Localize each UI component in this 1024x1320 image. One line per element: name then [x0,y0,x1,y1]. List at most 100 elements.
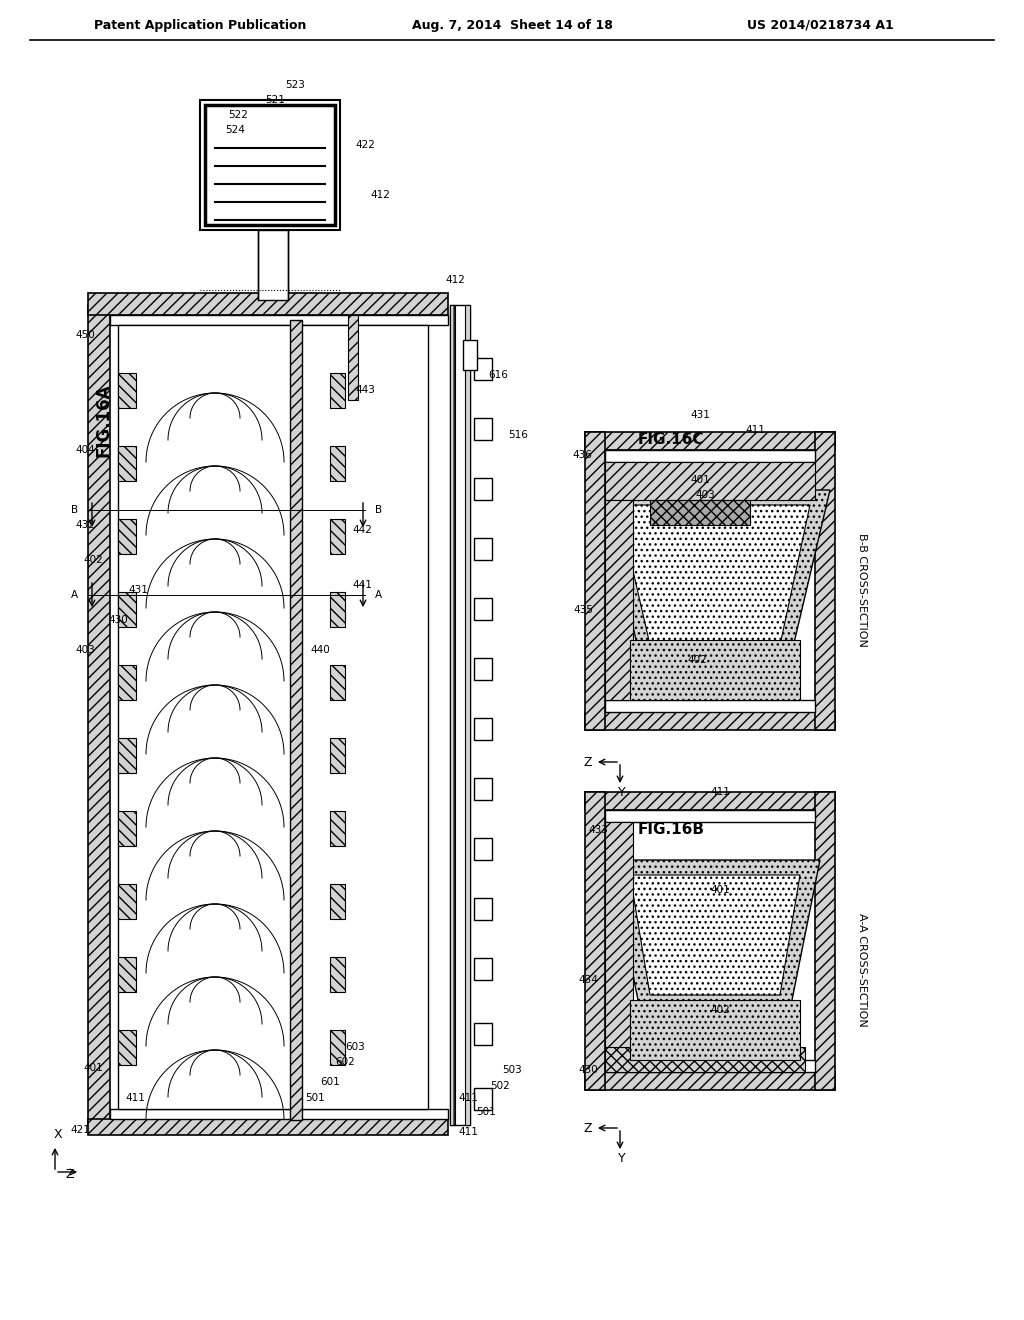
Bar [118,810,136,846]
Bar [118,591,136,627]
Bar [585,432,835,450]
Text: Y: Y [618,785,626,799]
Bar [474,1023,492,1045]
Bar [474,478,492,500]
Bar [330,446,345,480]
Bar [605,700,815,711]
Bar [330,884,345,919]
Text: 403: 403 [75,645,95,655]
Bar [474,838,492,861]
Bar [815,432,835,730]
Text: A: A [375,590,382,601]
Text: 422: 422 [355,140,375,150]
Bar [118,519,136,554]
Text: 431: 431 [690,411,710,420]
Text: 501: 501 [476,1107,496,1117]
Text: Z: Z [66,1168,75,1181]
Bar [118,446,136,480]
Text: 432: 432 [75,520,95,531]
Text: 603: 603 [345,1041,365,1052]
Bar [474,418,492,440]
Text: 402: 402 [83,554,103,565]
Bar [630,640,800,700]
Bar [474,598,492,620]
Text: 430: 430 [579,1065,598,1074]
Bar [330,810,345,846]
Text: 434: 434 [579,975,598,985]
Text: 411: 411 [710,787,730,797]
Bar [474,1088,492,1110]
Text: 441: 441 [352,579,372,590]
Text: 450: 450 [75,330,95,341]
Text: 602: 602 [335,1057,354,1067]
Text: 521: 521 [265,95,285,106]
Text: FIG.16B: FIG.16B [638,822,705,837]
Text: 412: 412 [370,190,390,201]
Bar [348,315,358,400]
Text: 501: 501 [305,1093,325,1104]
Bar [474,657,492,680]
Polygon shape [630,875,800,995]
Text: 435: 435 [573,605,593,615]
Polygon shape [605,490,830,660]
Bar [330,591,345,627]
Bar [88,1119,449,1135]
Bar [330,1030,345,1065]
Text: 402: 402 [687,655,707,665]
Bar [585,792,605,1090]
Text: Z: Z [584,1122,592,1134]
Bar [118,957,136,993]
Polygon shape [618,506,810,645]
Bar [118,665,136,700]
Bar [450,305,455,1125]
Text: 411: 411 [125,1093,145,1104]
Text: B: B [375,506,382,515]
Bar [650,500,750,525]
Text: 440: 440 [310,645,330,655]
Text: 524: 524 [225,125,245,135]
Bar [605,450,815,462]
Text: 443: 443 [355,385,375,395]
Text: 442: 442 [352,525,372,535]
Bar [605,1047,805,1072]
Text: 402: 402 [710,1005,730,1015]
Bar [110,315,449,325]
Bar [290,319,302,1119]
Text: 523: 523 [285,81,305,90]
Bar [585,1072,835,1090]
Bar [258,230,288,300]
Bar [330,738,345,774]
Text: FIG.16C: FIG.16C [638,433,705,447]
Bar [330,665,345,700]
Text: Patent Application Publication: Patent Application Publication [94,18,306,32]
Bar [585,792,835,810]
Bar [465,305,470,1125]
Text: X: X [53,1129,62,1142]
Bar [118,1030,136,1065]
Text: 411: 411 [458,1127,478,1137]
Bar [118,738,136,774]
Bar [474,539,492,560]
Text: Y: Y [618,1151,626,1164]
Text: 522: 522 [228,110,248,120]
Bar [585,432,605,730]
Text: 436: 436 [572,450,592,459]
Bar [118,884,136,919]
Bar [605,500,633,700]
Text: A: A [71,590,78,601]
Text: 403: 403 [695,490,715,500]
Text: 401: 401 [83,1063,103,1073]
Bar [118,374,136,408]
Text: 616: 616 [488,370,508,380]
Text: 421: 421 [70,1125,90,1135]
Text: 516: 516 [508,430,528,440]
Text: 503: 503 [502,1065,522,1074]
Bar [605,810,815,822]
Bar [630,1001,800,1060]
Text: 433: 433 [588,825,608,836]
Bar [88,305,110,1125]
Bar [330,374,345,408]
Bar [330,519,345,554]
Text: A-A CROSS-SECTION: A-A CROSS-SECTION [857,913,867,1027]
Text: 412: 412 [445,275,465,285]
